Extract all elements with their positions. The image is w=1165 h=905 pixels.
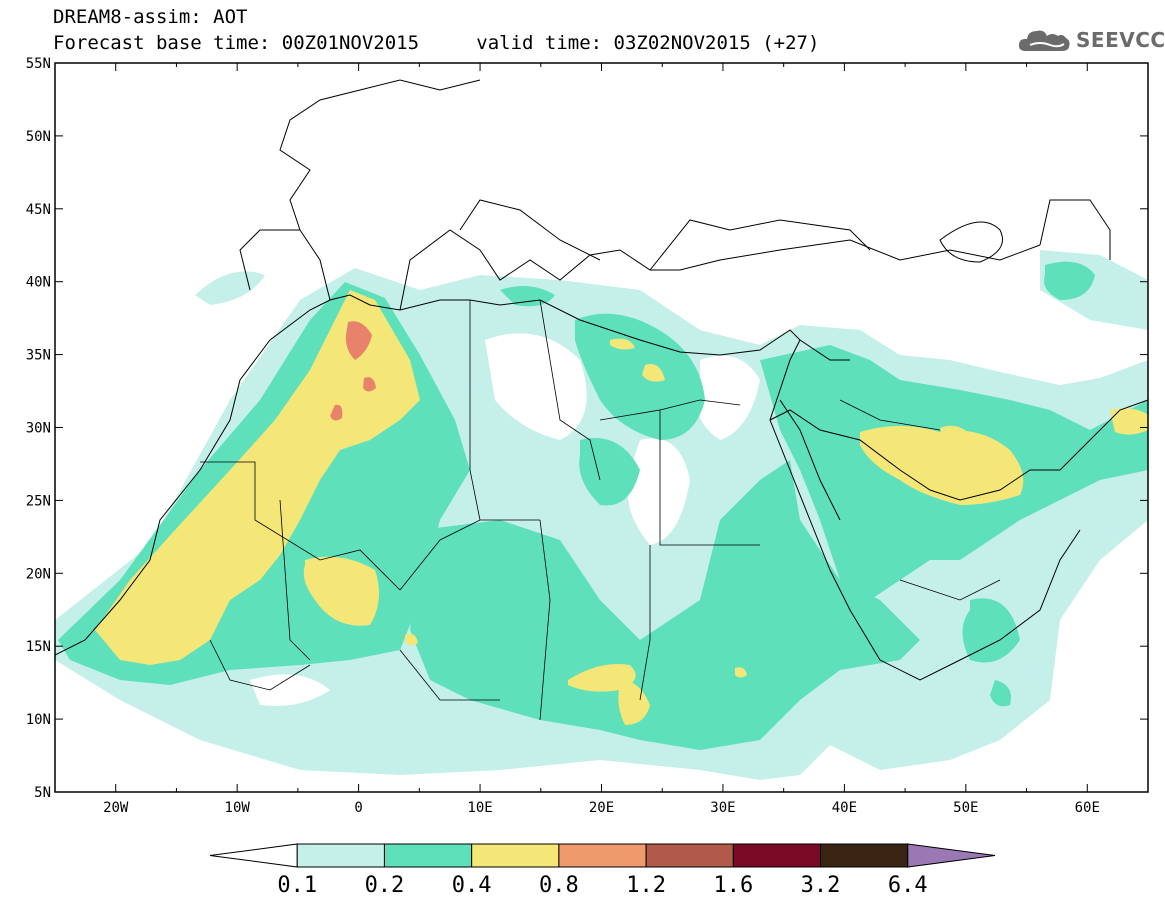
lon-tick-label: 50E xyxy=(953,800,978,816)
colorbar-label: 0.2 xyxy=(365,873,405,898)
lon-tick-label: 10W xyxy=(225,800,251,816)
lon-tick-label: 0 xyxy=(354,800,362,816)
aot-band-0.8-1.2 xyxy=(330,321,376,421)
colorbar-segment xyxy=(209,843,298,868)
lon-tick-label: 30E xyxy=(710,800,735,816)
lat-tick-label: 15N xyxy=(26,639,51,655)
lon-tick-label: 20W xyxy=(103,800,129,816)
lat-tick-label: 50N xyxy=(26,129,51,145)
colorbar: 0.1 0.2 0.4 0.8 1.2 1.6 3.2 6.4 xyxy=(209,843,996,898)
colorbar-segment xyxy=(645,843,734,868)
colorbar-label: 0.8 xyxy=(539,873,579,898)
colorbar-label: 1.6 xyxy=(713,873,753,898)
lon-tick-label: 10E xyxy=(467,800,492,816)
lat-tick-label: 45N xyxy=(26,202,51,218)
aot-band-0.4-0.8 xyxy=(95,290,1148,725)
map-title: DREAM8-assim: AOT xyxy=(53,6,248,28)
lat-tick-label: 10N xyxy=(26,712,51,728)
base-time: Forecast base time: 00Z01NOV2015 xyxy=(53,32,420,54)
colorbar-segment xyxy=(383,843,473,868)
lat-tick-label: 20N xyxy=(26,566,51,582)
colorbar-segment xyxy=(820,843,909,868)
colorbar-segment xyxy=(732,843,822,868)
colorbar-label: 0.4 xyxy=(452,873,492,898)
colorbar-label: 3.2 xyxy=(801,873,841,898)
lon-tick-label: 40E xyxy=(832,800,857,816)
lat-tick-label: 40N xyxy=(26,275,51,291)
colorbar-segment xyxy=(907,843,996,868)
time-info: Forecast base time: 00Z01NOV2015 valid t… xyxy=(53,32,819,54)
colorbar-label: 1.2 xyxy=(626,873,666,898)
seevccc-logo: SEEVCCC xyxy=(1016,22,1165,58)
valid-time: valid time: 03Z02NOV2015 (+27) xyxy=(476,32,820,54)
colorbar-segment xyxy=(558,843,647,868)
colorbar-segment xyxy=(296,843,385,868)
lon-tick-label: 60E xyxy=(1075,800,1100,816)
logo-text: SEEVCCC xyxy=(1076,28,1165,52)
colorbar-label: 0.1 xyxy=(277,873,317,898)
lon-tick-label: 20E xyxy=(589,800,614,816)
lat-tick-label: 55N xyxy=(26,56,51,72)
aot-gaps xyxy=(250,333,760,706)
country-borders xyxy=(200,299,1001,721)
lat-tick-label: 5N xyxy=(34,785,51,801)
colorbar-label: 6.4 xyxy=(888,873,928,898)
coastlines xyxy=(55,79,1148,681)
lat-tick-label: 30N xyxy=(26,421,51,437)
lat-tick-label: 35N xyxy=(26,348,51,364)
lat-tick-label: 25N xyxy=(26,493,51,509)
cloud-icon xyxy=(1018,30,1070,51)
axis-ticks: 20W 10W 0 10E 20E 30E 40E 50E 60E 55N 50N 45N 40N 35N… xyxy=(26,56,1149,816)
colorbar-segment xyxy=(471,843,560,868)
